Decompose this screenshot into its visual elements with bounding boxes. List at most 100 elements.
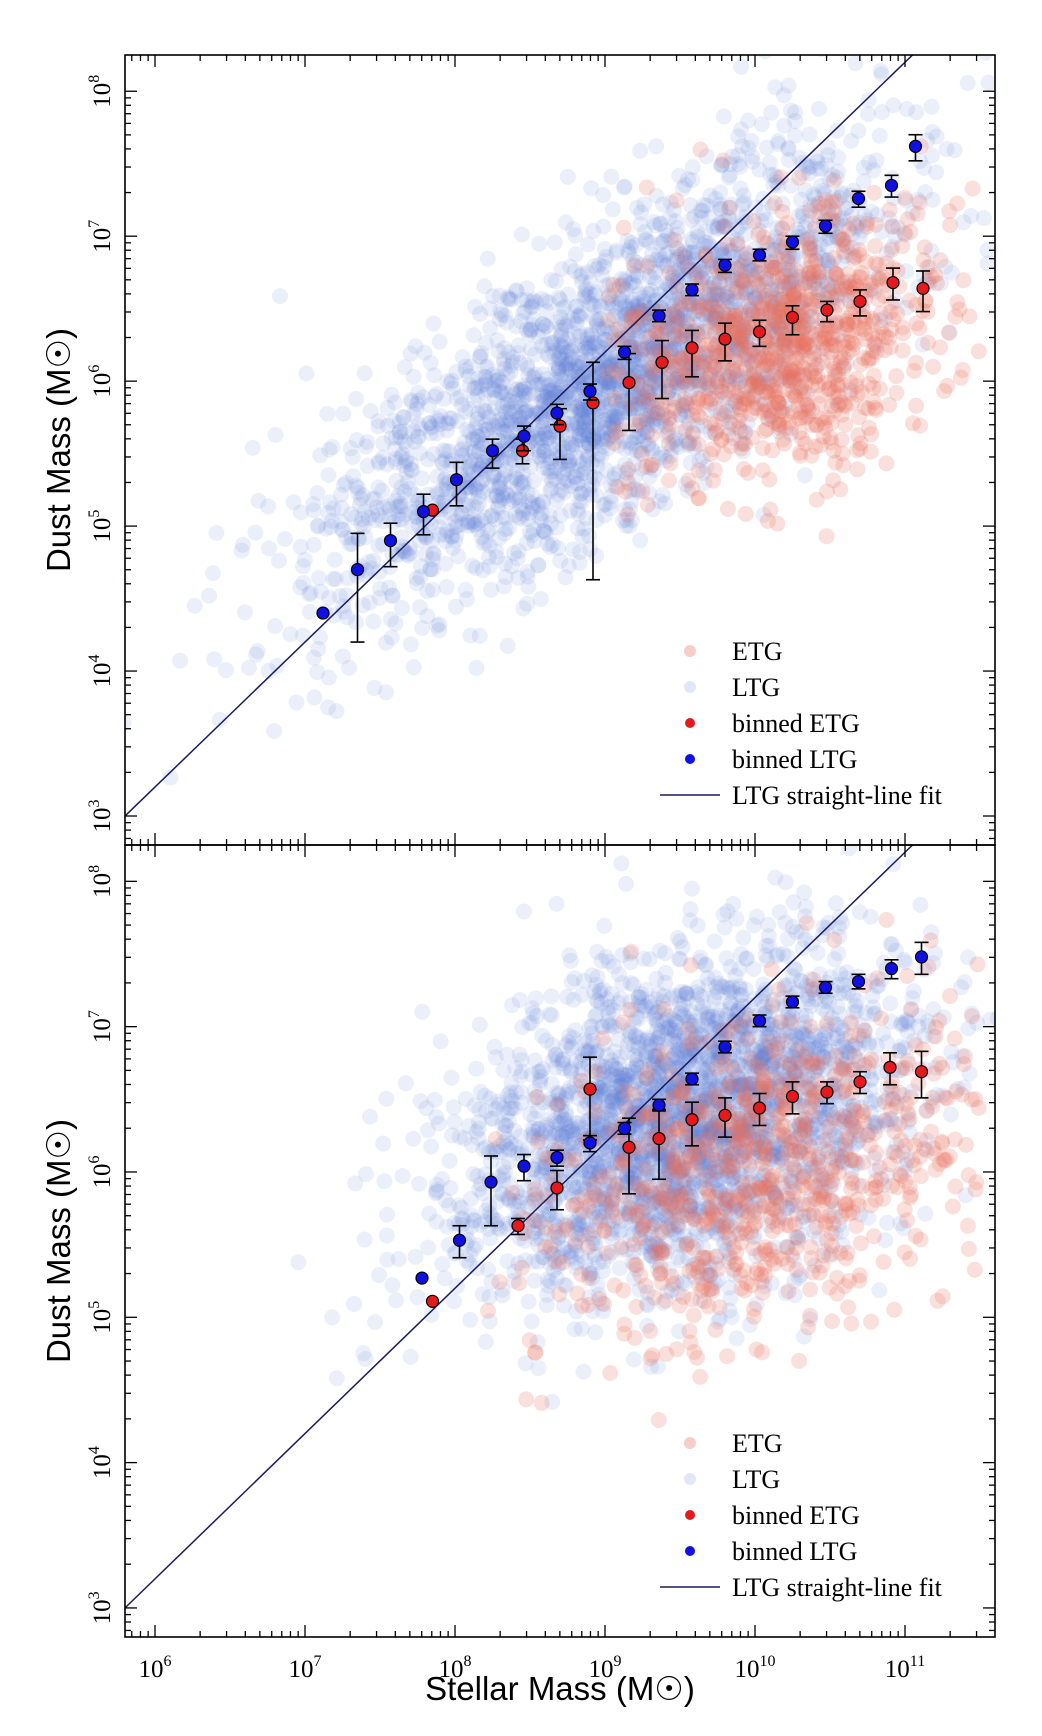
ltg-point <box>724 270 741 287</box>
ltg-point <box>627 396 644 413</box>
ltg-point <box>541 294 558 311</box>
ltg-point <box>672 348 688 365</box>
ltg-point <box>562 367 579 383</box>
ltg-point <box>347 509 363 526</box>
ltg-point <box>833 254 850 271</box>
ltg-point <box>603 291 620 308</box>
etg-point <box>878 455 895 472</box>
ltg-point <box>692 312 709 329</box>
ltg-point <box>598 277 614 294</box>
ltg-point <box>536 391 553 408</box>
ltg-point <box>611 295 628 312</box>
etg-point <box>902 292 919 309</box>
ltg-point <box>646 405 663 422</box>
ltg-point <box>332 513 349 530</box>
ltg-point <box>765 259 782 276</box>
ltg-point <box>533 505 550 522</box>
ltg-point <box>696 475 713 492</box>
ltg-point <box>665 370 682 387</box>
ltg-point <box>739 259 756 276</box>
ltg-point <box>578 510 595 527</box>
ltg-point <box>730 261 747 278</box>
ltg-point <box>507 489 524 506</box>
ltg-point <box>476 278 493 295</box>
binned-point <box>752 325 767 339</box>
ltg-point <box>641 286 658 303</box>
ltg-point <box>773 367 790 384</box>
ltg-point <box>625 265 642 282</box>
ltg-point <box>312 447 329 464</box>
etg-point <box>736 351 753 368</box>
ltg-point <box>635 392 652 409</box>
ltg-point <box>525 311 542 328</box>
ltg-point <box>548 273 564 290</box>
ltg-point <box>586 433 603 450</box>
ltg-point <box>453 396 470 413</box>
ltg-point <box>410 428 427 445</box>
ltg-point <box>472 512 489 529</box>
ltg-point <box>691 257 708 274</box>
ltg-point <box>472 348 489 365</box>
ltg-point <box>521 325 538 342</box>
ltg-point <box>660 420 677 437</box>
ltg-point <box>560 330 577 347</box>
ltg-point <box>659 245 676 261</box>
ltg-point <box>829 230 846 247</box>
ltg-point <box>627 388 643 405</box>
ltg-point <box>413 558 429 575</box>
ltg-point <box>607 299 624 316</box>
ltg-point <box>790 321 807 338</box>
ltg-point <box>729 339 746 356</box>
ltg-point <box>745 262 761 278</box>
ltg-point <box>719 288 736 305</box>
ltg-point <box>538 384 555 400</box>
ltg-point <box>766 233 783 250</box>
ltg-point <box>423 425 439 442</box>
ltg-point <box>770 135 787 152</box>
ltg-point <box>575 482 592 499</box>
ltg-point <box>724 396 741 413</box>
ltg-point <box>639 389 656 406</box>
ltg-point <box>359 434 376 451</box>
ltg-point <box>471 627 488 644</box>
etg-point <box>754 462 771 479</box>
ltg-point <box>594 362 611 379</box>
ltg-point <box>321 441 338 458</box>
etg-point <box>755 229 772 246</box>
ltg-point <box>579 448 596 465</box>
legend-marker <box>685 754 695 764</box>
ltg-point <box>740 139 757 156</box>
ltg-point <box>720 169 737 186</box>
ltg-point <box>558 317 575 334</box>
etg-point <box>638 179 655 196</box>
ltg-point <box>677 320 694 337</box>
ltg-point <box>518 280 535 297</box>
ltg-point <box>827 274 844 290</box>
ltg-point <box>538 336 555 353</box>
ltg-point <box>707 400 724 417</box>
ltg-point <box>457 403 474 420</box>
ltg-point <box>485 469 501 485</box>
ltg-point <box>310 570 327 587</box>
ltg-point <box>412 568 429 585</box>
ltg-point <box>486 390 503 406</box>
ltg-point <box>569 501 586 518</box>
ltg-point <box>663 364 680 381</box>
ltg-point <box>473 377 490 394</box>
ltg-point <box>553 261 570 277</box>
ltg-point <box>469 379 486 396</box>
ltg-point <box>602 494 619 511</box>
ltg-point <box>573 411 590 428</box>
ltg-point <box>441 443 458 460</box>
ltg-point <box>648 138 665 155</box>
ltg-point <box>528 433 545 450</box>
ltg-point <box>569 298 586 315</box>
ltg-point <box>783 273 800 290</box>
ltg-point <box>574 274 590 290</box>
ltg-point <box>593 448 610 465</box>
ltg-point <box>695 353 712 370</box>
etg-point <box>748 380 765 397</box>
ltg-point <box>674 397 691 414</box>
ltg-point <box>640 396 657 413</box>
ltg-point <box>887 228 904 245</box>
